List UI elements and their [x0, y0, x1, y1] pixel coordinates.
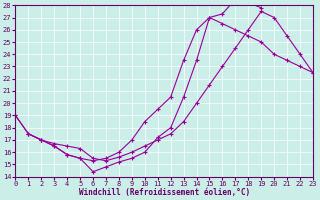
- X-axis label: Windchill (Refroidissement éolien,°C): Windchill (Refroidissement éolien,°C): [79, 188, 250, 197]
